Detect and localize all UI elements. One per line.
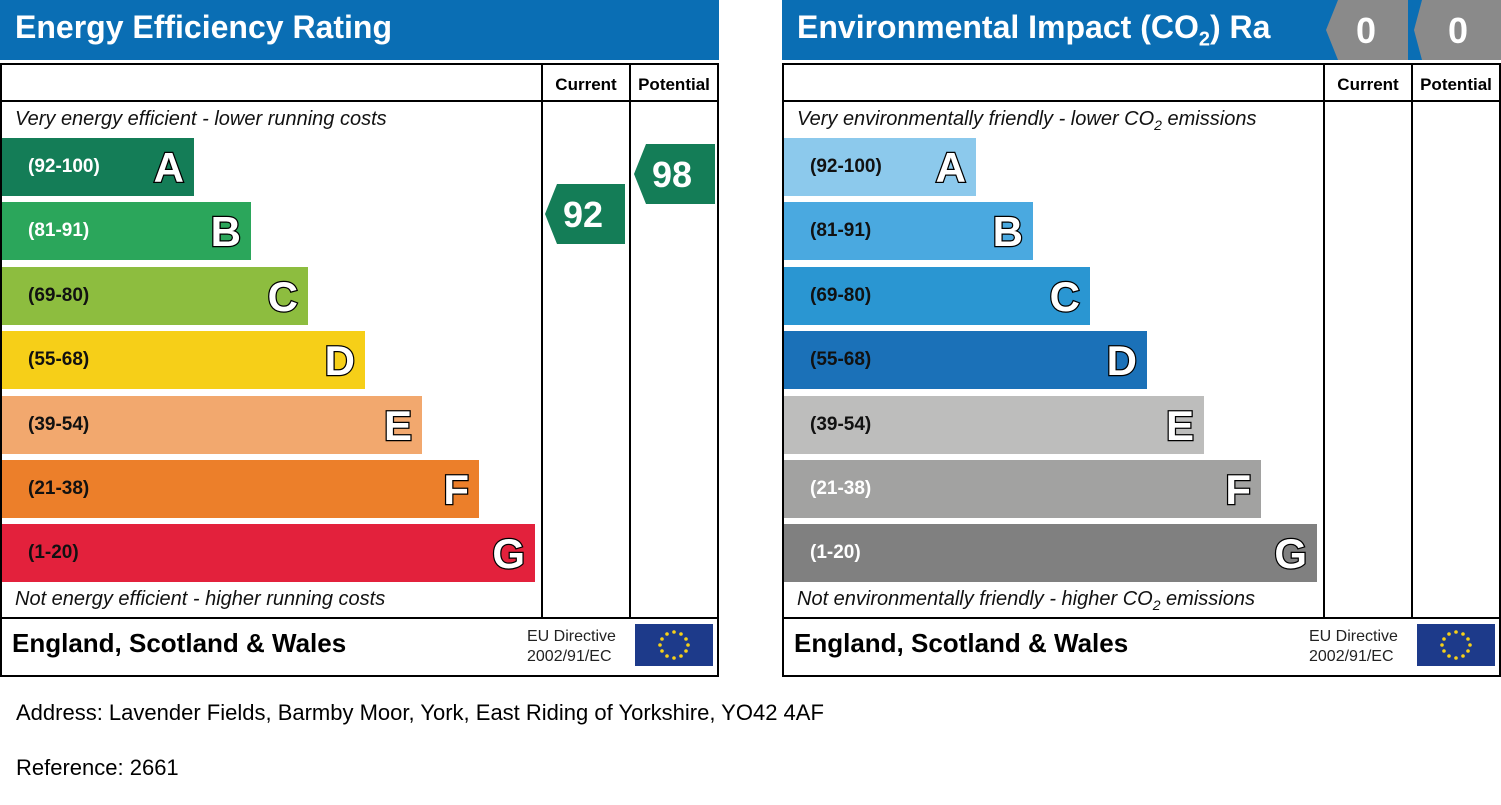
directive-line-1: EU Directive xyxy=(1309,628,1398,645)
current-impact-badge: 0 xyxy=(1326,0,1408,60)
header-divider xyxy=(0,100,719,102)
band-letter: B xyxy=(209,207,242,257)
eu-flag-icon xyxy=(1417,624,1495,666)
footer-divider xyxy=(782,617,1501,619)
band-letter: G xyxy=(491,529,526,579)
column-header-potential: Potential xyxy=(638,75,710,94)
band-e: (39-54) E xyxy=(784,396,1204,454)
band-e: (39-54) E xyxy=(2,396,422,454)
band-a: (92-100) A xyxy=(784,138,976,196)
band-range-label: (69-80) xyxy=(28,285,90,306)
potential-impact-value: 0 xyxy=(1448,10,1469,51)
band-range-label: (55-68) xyxy=(810,349,872,370)
band-range-label: (1-20) xyxy=(810,542,861,563)
directive-line-2: 2002/91/EC xyxy=(1309,648,1394,665)
band-c: (69-80) C xyxy=(2,267,308,325)
property-address: Address: Lavender Fields, Barmby Moor, Y… xyxy=(16,700,824,725)
column-header-current: Current xyxy=(555,75,617,94)
footer-divider xyxy=(0,617,719,619)
band-letter: D xyxy=(323,336,356,386)
top-note: Very environmentally friendly - lower CO… xyxy=(797,108,1257,133)
band-range-label: (1-20) xyxy=(28,542,79,563)
column-header-potential: Potential xyxy=(1420,75,1492,94)
band-range-label: (92-100) xyxy=(28,156,100,177)
band-letter: E xyxy=(383,401,414,451)
band-d: (55-68) D xyxy=(2,331,365,389)
band-letter: G xyxy=(1273,529,1308,579)
band-range-label: (81-91) xyxy=(810,220,872,241)
chart-frame xyxy=(0,63,719,677)
potential-impact-badge: 0 xyxy=(1414,0,1501,60)
column-divider xyxy=(1411,63,1413,619)
current-rating-value: 92 xyxy=(563,194,604,235)
eu-directive: EU Directive 2002/91/EC xyxy=(1309,627,1398,667)
eu-flag-icon xyxy=(635,624,713,666)
band-g: (1-20) G xyxy=(784,524,1317,582)
header-divider xyxy=(782,100,1501,102)
band-letter: B xyxy=(991,207,1024,257)
bottom-note: Not energy efficient - higher running co… xyxy=(15,588,386,610)
directive-line-2: 2002/91/EC xyxy=(527,648,612,665)
chart-frame xyxy=(782,63,1501,677)
band-range-label: (69-80) xyxy=(810,285,872,306)
current-impact-value: 0 xyxy=(1356,10,1377,51)
top-note: Very energy efficient - lower running co… xyxy=(15,108,387,130)
directive-line-1: EU Directive xyxy=(527,628,616,645)
band-f: (21-38) F xyxy=(2,460,479,518)
band-range-label: (55-68) xyxy=(28,349,90,370)
eu-directive: EU Directive 2002/91/EC xyxy=(527,627,616,667)
bottom-note: Not environmentally friendly - higher CO… xyxy=(797,588,1255,613)
band-b: (81-91) B xyxy=(784,202,1033,260)
band-range-label: (39-54) xyxy=(28,414,90,435)
band-range-label: (39-54) xyxy=(810,414,872,435)
band-f: (21-38) F xyxy=(784,460,1261,518)
chart-title: Energy Efficiency Rating xyxy=(15,9,392,45)
band-letter: F xyxy=(442,465,470,515)
column-header-current: Current xyxy=(1337,75,1399,94)
band-g: (1-20) G xyxy=(2,524,535,582)
potential-rating-value: 98 xyxy=(652,154,693,195)
column-divider xyxy=(541,63,543,619)
chart-title: Environmental Impact (CO2) Ra xyxy=(797,9,1271,51)
column-divider xyxy=(1323,63,1325,619)
chart-title-bar: Energy Efficiency Rating xyxy=(0,0,719,60)
band-letter: F xyxy=(1224,465,1252,515)
band-letter: A xyxy=(152,143,185,193)
band-letter: C xyxy=(1048,272,1081,322)
band-letter: D xyxy=(1105,336,1138,386)
band-range-label: (92-100) xyxy=(810,156,882,177)
band-b: (81-91) B xyxy=(2,202,251,260)
environmental-impact-chart: Environmental Impact (CO2) Ra 0 0 Curren… xyxy=(782,0,1501,677)
column-divider xyxy=(629,63,631,619)
energy-efficiency-chart: Energy Efficiency Rating Current Potenti… xyxy=(0,0,719,677)
region-label: England, Scotland & Wales xyxy=(794,628,1129,658)
region-label: England, Scotland & Wales xyxy=(12,628,347,658)
band-range-label: (81-91) xyxy=(28,220,90,241)
band-d: (55-68) D xyxy=(784,331,1147,389)
band-range-label: (21-38) xyxy=(28,478,90,499)
band-letter: A xyxy=(934,143,967,193)
band-letter: E xyxy=(1165,401,1196,451)
band-c: (69-80) C xyxy=(784,267,1090,325)
band-range-label: (21-38) xyxy=(810,478,872,499)
band-letter: C xyxy=(266,272,299,322)
band-a: (92-100) A xyxy=(2,138,194,196)
property-reference: Reference: 2661 xyxy=(16,755,179,780)
